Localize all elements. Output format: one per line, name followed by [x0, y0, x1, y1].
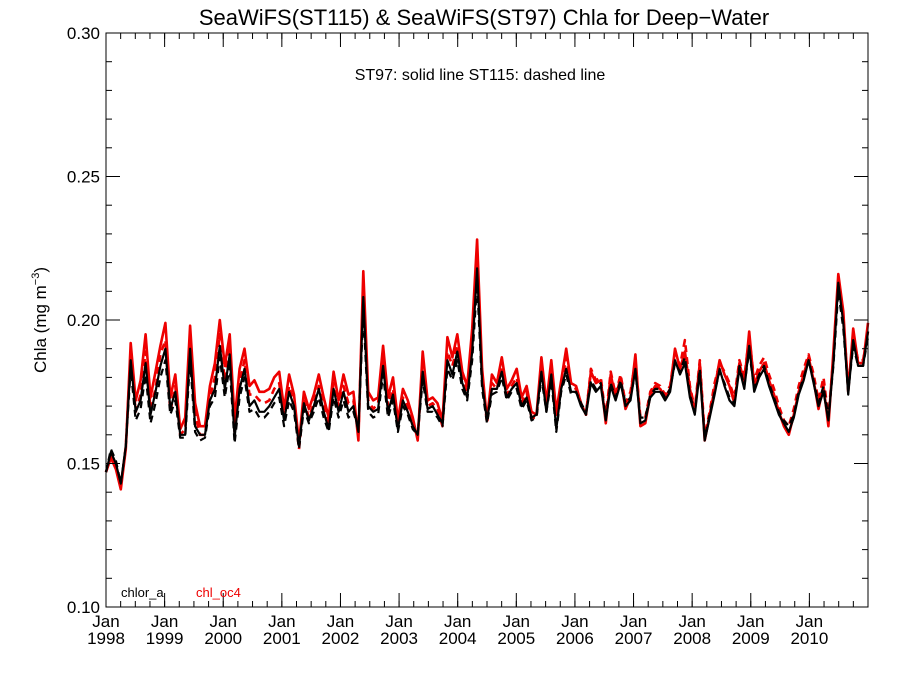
series-layer — [104, 238, 870, 491]
x-tick-label-year: 2003 — [380, 629, 418, 648]
x-tick-label-year: 2009 — [732, 629, 770, 648]
x-tick-label-month: Jan — [620, 612, 647, 631]
chart-title: SeaWiFS(ST115) & SeaWiFS(ST97) Chla for … — [199, 5, 769, 30]
x-tick-label-month: Jan — [210, 612, 237, 631]
x-tick-label-year: 2008 — [673, 629, 711, 648]
x-tick-label-year: 2010 — [790, 629, 828, 648]
x-tick-label-year: 2000 — [204, 629, 242, 648]
y-tick-label: 0.30 — [67, 24, 100, 43]
series-line-chl_oc4-st97 — [104, 238, 870, 491]
x-tick-label-year: 1999 — [146, 629, 184, 648]
y-tick-label: 0.20 — [67, 311, 100, 330]
x-tick-label-year: 1998 — [87, 629, 125, 648]
axes-layer — [105, 32, 869, 608]
x-tick-label-year: 2004 — [439, 629, 477, 648]
x-tick-label-year: 2007 — [615, 629, 653, 648]
x-tick-label-month: Jan — [444, 612, 471, 631]
x-tick-label-year: 2006 — [556, 629, 594, 648]
tick-labels: 0.100.150.200.250.30Jan1998Jan1999Jan200… — [67, 24, 828, 648]
y-axis-label: Chla (mg m−3) — [30, 267, 50, 373]
x-tick-label-year: 2001 — [263, 629, 301, 648]
y-tick-label: 0.25 — [67, 168, 100, 187]
y-tick-label: 0.10 — [67, 598, 100, 617]
x-tick-label-month: Jan — [92, 612, 119, 631]
x-tick-label-month: Jan — [503, 612, 530, 631]
x-tick-label-month: Jan — [678, 612, 705, 631]
y-tick-label: 0.15 — [67, 455, 100, 474]
legend-chl-oc4: chl_oc4 — [196, 585, 241, 600]
x-tick-label-year: 2005 — [497, 629, 535, 648]
x-tick-label-month: Jan — [151, 612, 178, 631]
x-tick-label-month: Jan — [796, 612, 823, 631]
x-tick-label-month: Jan — [737, 612, 764, 631]
x-tick-label-month: Jan — [268, 612, 295, 631]
x-tick-label-month: Jan — [561, 612, 588, 631]
legend-chlor-a: chlor_a — [121, 585, 164, 600]
chart-subtitle: ST97: solid line ST115: dashed line — [355, 67, 606, 84]
x-tick-label-month: Jan — [385, 612, 412, 631]
x-tick-label-month: Jan — [327, 612, 354, 631]
x-tick-label-year: 2002 — [322, 629, 360, 648]
